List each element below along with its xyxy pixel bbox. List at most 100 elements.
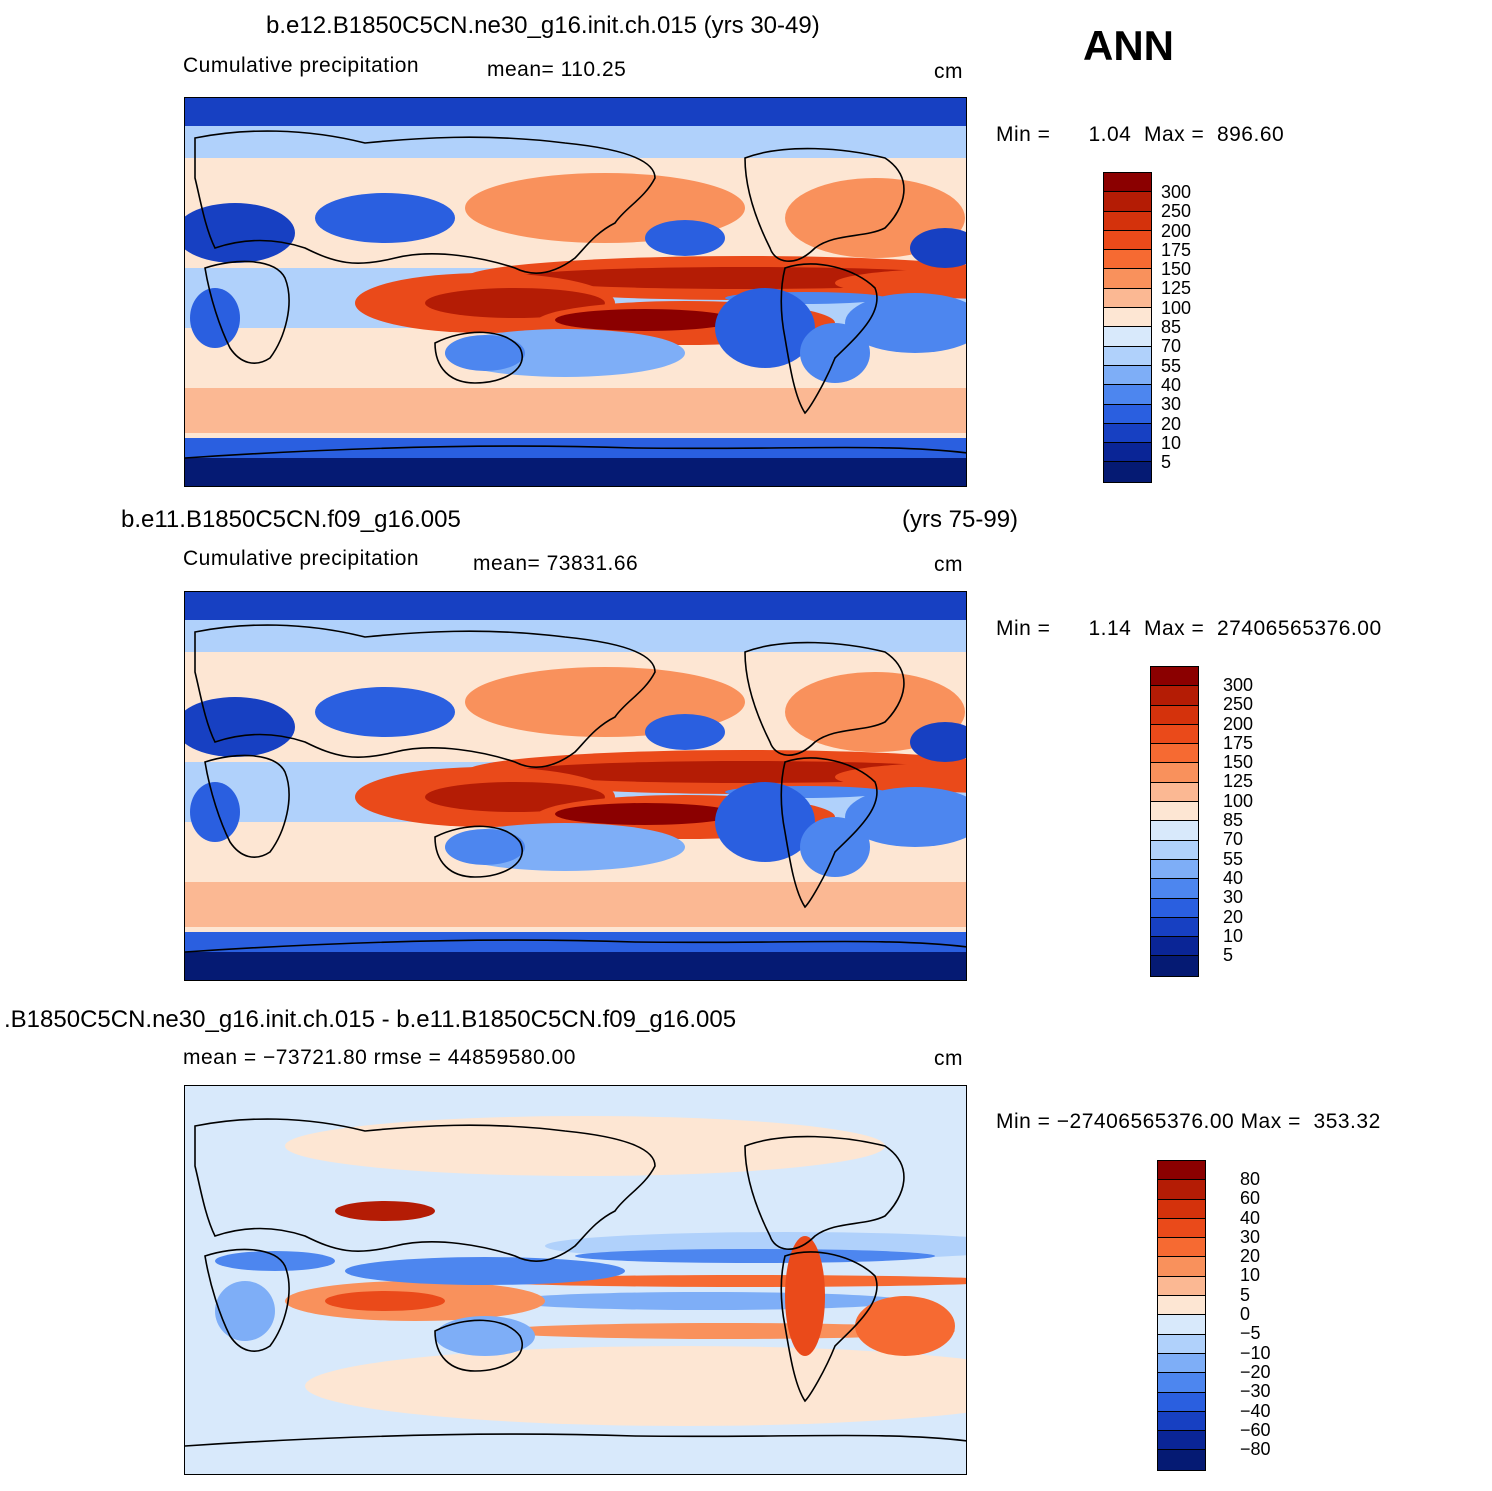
field-region [185, 388, 966, 433]
colorbar-tick-label: 5 [1240, 1284, 1251, 1305]
colorbar-cell [1158, 1392, 1205, 1412]
field-region [555, 309, 735, 331]
field-region [190, 288, 240, 348]
panel-2-max-value: 27406565376.00 [1216, 617, 1382, 640]
colorbar-cell [1151, 686, 1198, 706]
panel-1-title: b.e12.B1850C5CN.ne30_g16.init.ch.015 (yr… [266, 12, 820, 39]
panel-3-stats: mean = −73721.80 rmse = 44859580.00 [183, 1046, 576, 1069]
field-region [855, 1296, 955, 1356]
colorbar-cell [1151, 744, 1198, 764]
colorbar-cell [1104, 173, 1151, 193]
colorbar-tick-label: 200 [1161, 220, 1192, 241]
field-region [215, 1281, 275, 1341]
panel-2-max-label: Max = [1144, 617, 1205, 640]
coastline [434, 1319, 523, 1372]
colorbar-cell [1158, 1161, 1205, 1181]
panel-2-min-value: 1.14 [1088, 617, 1132, 640]
colorbar-cell [1151, 705, 1198, 725]
colorbar-cell [1104, 462, 1151, 482]
field-region [555, 803, 735, 825]
colorbar-cell [1158, 1373, 1205, 1393]
field-region [425, 288, 605, 318]
panel-2-min-label: Min = [996, 617, 1051, 640]
panel-3-title: .B1850C5CN.ne30_g16.init.ch.015 - b.e11.… [4, 1006, 737, 1033]
field-region [190, 782, 240, 842]
colorbar-cell [1151, 821, 1198, 841]
colorbar-tick-label: −30 [1240, 1381, 1271, 1402]
field-region [335, 1201, 435, 1221]
colorbar-cell [1104, 423, 1151, 444]
colorbar-tick-label: 250 [1223, 694, 1254, 715]
panel-1-max-value: 896.60 [1216, 123, 1285, 146]
colorbar-tick-label: −20 [1240, 1361, 1271, 1382]
field-region [435, 1316, 535, 1356]
colorbar-cell [1158, 1431, 1205, 1451]
panel-1-min-value: 1.04 [1088, 123, 1132, 146]
panel-1-colorbar [1103, 172, 1152, 483]
colorbar-tick-label: 80 [1240, 1169, 1261, 1189]
field-region [445, 335, 525, 371]
colorbar-tick-label: 125 [1223, 771, 1254, 792]
colorbar-tick-label: 30 [1161, 394, 1182, 415]
colorbar-cell [1104, 327, 1151, 347]
colorbar-cell [1151, 724, 1198, 745]
panel-3-max-value: 353.32 [1313, 1110, 1381, 1133]
colorbar-tick-label: 70 [1161, 336, 1182, 357]
colorbar-cell [1158, 1180, 1205, 1200]
colorbar-cell [1104, 443, 1151, 463]
colorbar-tick-label: 85 [1223, 810, 1244, 831]
colorbar-cell [1151, 782, 1198, 803]
field-region [645, 220, 725, 256]
coastline [185, 939, 966, 953]
panel-1-map [184, 97, 967, 487]
colorbar-tick-label: 5 [1223, 945, 1234, 966]
colorbar-cell [1104, 308, 1151, 328]
coastline [185, 445, 966, 459]
field-region [185, 458, 966, 486]
colorbar-cell [1158, 1296, 1205, 1316]
colorbar-tick-label: 60 [1240, 1188, 1261, 1209]
colorbar-tick-label: 70 [1223, 829, 1244, 850]
coastline [780, 757, 878, 909]
field-region [445, 829, 525, 865]
colorbar-cell [1104, 288, 1151, 309]
field-region [215, 1251, 335, 1271]
field-region [715, 288, 815, 368]
colorbar-cell [1158, 1411, 1205, 1432]
field-region [715, 782, 815, 862]
panel-3-units: cm [934, 1047, 963, 1070]
colorbar-cell [1151, 859, 1198, 880]
colorbar-cell [1151, 667, 1198, 687]
field-region [910, 722, 966, 762]
field-region [185, 203, 295, 263]
colorbar-cell [1158, 1218, 1205, 1239]
panel-1-max-label: Max = [1144, 123, 1205, 146]
colorbar-tick-label: −5 [1240, 1323, 1261, 1344]
colorbar-tick-label: 55 [1161, 355, 1182, 376]
colorbar-cell [1104, 192, 1151, 212]
field-region [315, 193, 455, 243]
panel-2-title: b.e11.B1850C5CN.f09_g16.005 [121, 506, 461, 533]
colorbar-cell [1158, 1276, 1205, 1297]
coastline [744, 147, 905, 262]
season-label: ANN [1083, 22, 1174, 69]
colorbar-tick-label: 175 [1161, 239, 1192, 260]
panel-1-min-label: Min = [996, 123, 1051, 146]
coastline [744, 1135, 905, 1250]
panel-2-units: cm [934, 553, 963, 576]
panel-3-max-label: Max = [1240, 1110, 1301, 1133]
colorbar-tick-label: 85 [1161, 317, 1182, 338]
colorbar-cell [1104, 385, 1151, 405]
field-region [325, 1291, 445, 1311]
panel-3-map [184, 1085, 967, 1475]
field-region [645, 714, 725, 750]
map-field [185, 1086, 966, 1474]
field-region [315, 687, 455, 737]
coastline [194, 624, 656, 768]
colorbar-tick-label: 125 [1161, 278, 1192, 299]
colorbar-cell [1158, 1353, 1205, 1374]
colorbar-cell [1151, 840, 1198, 860]
coastline [744, 641, 905, 756]
field-region [575, 1249, 935, 1263]
panel-1-units: cm [934, 60, 963, 83]
